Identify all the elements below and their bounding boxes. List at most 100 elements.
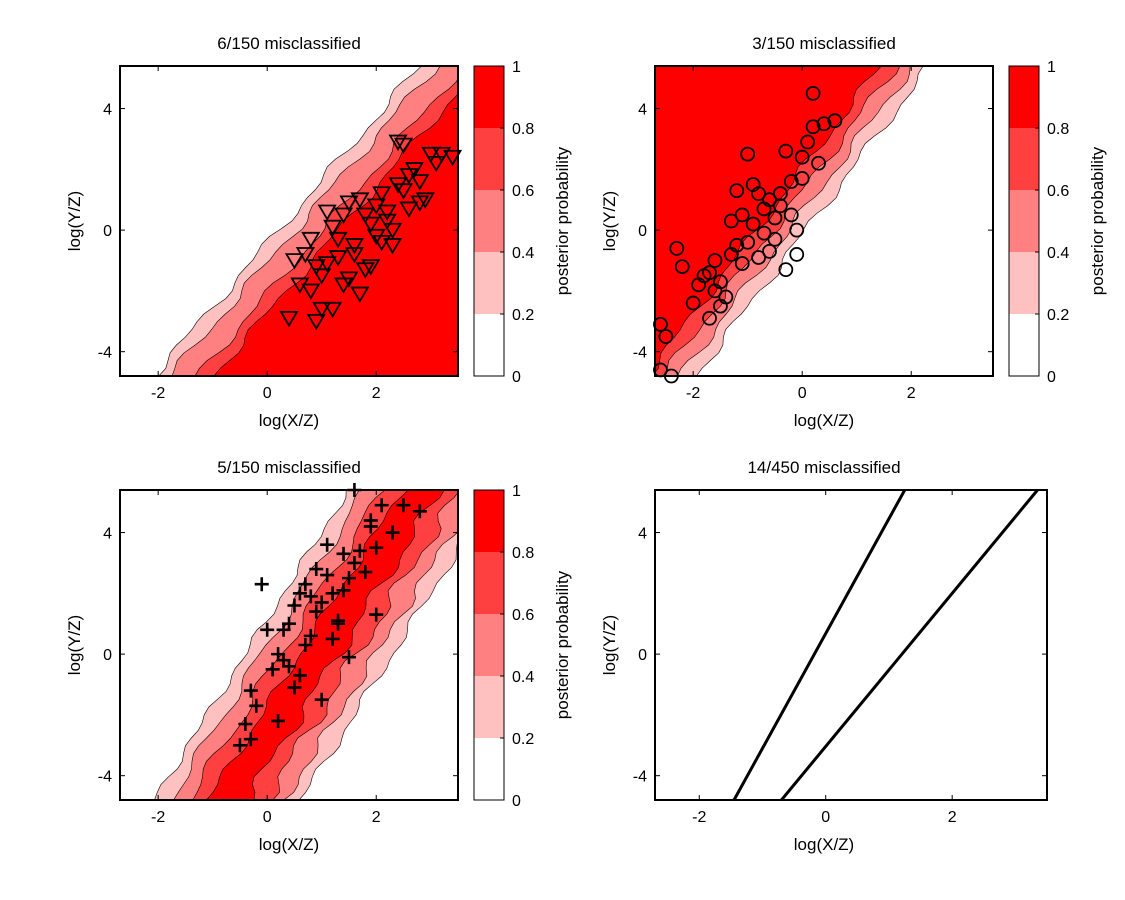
data-point — [740, 146, 756, 162]
colorbar-segment — [1009, 128, 1039, 190]
colorbar-segment — [1009, 252, 1039, 314]
data-point — [243, 732, 258, 747]
data-point — [243, 683, 258, 698]
data-point — [653, 316, 668, 332]
data-point — [805, 119, 821, 135]
colorbar-frame — [473, 65, 505, 377]
y-tick-label: -4 — [98, 769, 112, 786]
chart-title: 14/450 misclassified — [747, 458, 900, 477]
chart-title: 3/150 misclassified — [752, 34, 896, 53]
x-tick-label: 0 — [263, 385, 272, 402]
data-point — [317, 256, 337, 273]
data-point — [383, 222, 403, 240]
data-point — [298, 638, 313, 652]
scatter-points — [279, 134, 463, 331]
data-point — [396, 498, 411, 513]
data-point — [816, 116, 832, 132]
data-point — [789, 222, 805, 238]
data-point — [303, 628, 318, 643]
data-point — [314, 595, 329, 610]
data-point — [287, 598, 302, 613]
colorbar-frame — [473, 489, 505, 801]
colorbar-tick-label: 0.2 — [512, 307, 534, 324]
x-tick-label: -2 — [692, 809, 706, 826]
data-point — [794, 171, 810, 186]
data-point — [778, 143, 794, 159]
data-point — [723, 213, 739, 229]
data-point — [745, 177, 761, 192]
data-point — [412, 504, 427, 519]
data-point — [309, 604, 324, 619]
data-point — [232, 738, 247, 753]
colorbar-segment — [474, 128, 504, 190]
data-point — [355, 207, 375, 224]
colorbar-label: posterior probability — [1088, 146, 1107, 295]
data-point — [811, 155, 826, 171]
data-point — [369, 540, 384, 555]
data-point — [271, 713, 286, 728]
data-point — [292, 668, 307, 683]
x-axis-label: log(X/Z) — [794, 411, 854, 430]
x-tick-label: 0 — [263, 809, 272, 826]
colorbar: 0 0.2 0.4 0.6 0.8 1 posterior probability — [473, 483, 572, 810]
colorbar-label: posterior probability — [553, 570, 572, 719]
data-point — [366, 198, 386, 215]
colorbar-segment — [474, 676, 504, 738]
chart-title: 6/150 misclassified — [217, 34, 361, 53]
data-point — [729, 183, 745, 199]
colorbar-tick-label: 0.4 — [512, 245, 534, 262]
data-point — [800, 134, 816, 150]
colorbar-frame — [1008, 65, 1040, 377]
colorbar-tick-label: 1 — [1047, 59, 1056, 76]
data-point — [377, 204, 397, 221]
y-tick-label: -4 — [633, 769, 647, 786]
data-point — [314, 692, 329, 707]
data-point — [399, 168, 419, 185]
data-point — [358, 565, 373, 580]
y-tick-label: -4 — [633, 345, 647, 362]
x-tick-label: 2 — [372, 385, 381, 402]
colorbar-segment — [474, 314, 504, 376]
x-tick-label: -2 — [686, 385, 700, 402]
y-axis-label: log(Y/Z) — [600, 191, 619, 251]
data-point — [336, 583, 351, 598]
x-axis-label: log(X/Z) — [259, 411, 319, 430]
data-point — [372, 186, 392, 203]
data-point — [325, 631, 340, 646]
colorbar-segment — [474, 738, 504, 800]
data-point — [432, 146, 452, 164]
data-point — [778, 262, 794, 278]
x-axis-label: log(X/Z) — [794, 835, 854, 854]
y-tick-label: 0 — [638, 223, 647, 240]
data-point — [669, 240, 685, 256]
y-axis-label: log(Y/Z) — [65, 191, 84, 251]
data-point — [320, 537, 335, 552]
chart-title: 5/150 misclassified — [217, 458, 361, 477]
boundary-lines — [732, 490, 1039, 800]
data-point — [421, 146, 441, 164]
data-point — [734, 256, 750, 271]
data-point — [317, 204, 337, 221]
x-tick-label: 0 — [798, 385, 807, 402]
colorbar: 0 0.2 0.4 0.6 0.8 1 posterior probability — [1008, 59, 1107, 386]
colorbar-tick-label: 0.2 — [512, 731, 534, 748]
data-point — [279, 310, 299, 328]
data-point — [789, 247, 805, 262]
data-point — [341, 571, 356, 586]
data-point — [336, 546, 351, 561]
data-point — [306, 313, 326, 331]
data-point — [290, 277, 310, 294]
data-point — [383, 238, 403, 255]
colorbar-segment — [474, 252, 504, 314]
y-tick-label: 4 — [638, 526, 647, 543]
data-point — [347, 555, 362, 570]
data-point — [312, 268, 332, 285]
data-point — [772, 198, 788, 214]
y-tick-label: 4 — [103, 102, 112, 119]
data-point — [361, 216, 381, 234]
data-point — [767, 231, 783, 247]
data-point — [751, 250, 766, 265]
plot-frame — [654, 65, 994, 377]
data-point — [309, 562, 324, 577]
data-point — [762, 192, 777, 208]
